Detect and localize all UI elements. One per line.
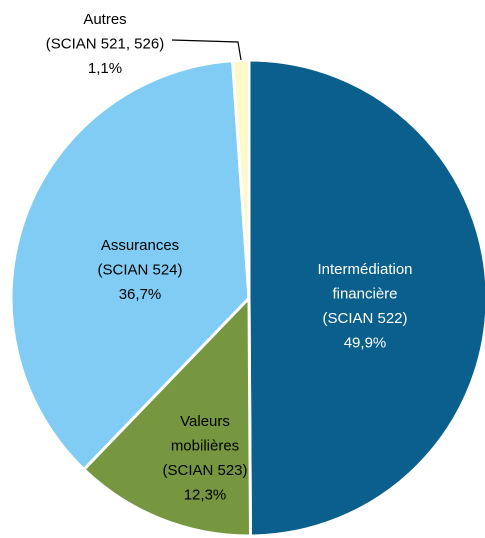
value-label: 49,9% [344, 334, 387, 351]
value-label: 12,3% [184, 486, 227, 503]
slice-label: Intermédiation [317, 261, 412, 278]
slice-label: (SCIAN 522) [322, 310, 407, 327]
slice-label: financière [332, 285, 397, 302]
leader-line [171, 39, 242, 61]
value-label: 1,1% [88, 60, 122, 77]
slice-label: Autres [83, 11, 126, 28]
slice-label: (SCIAN 524) [97, 261, 182, 278]
pie-slice [9, 58, 251, 472]
slice-label: (SCIAN 523) [162, 462, 247, 479]
pie-slice [247, 58, 485, 538]
slice-label: Assurances [101, 237, 179, 254]
pie-slice [230, 58, 251, 299]
slice-label: (SCIAN 521, 526) [46, 35, 164, 52]
slice-label: Valeurs [180, 413, 230, 430]
value-label: 36,7% [119, 286, 162, 303]
slice-label: mobilières [171, 437, 239, 454]
pie-slice [81, 294, 253, 538]
